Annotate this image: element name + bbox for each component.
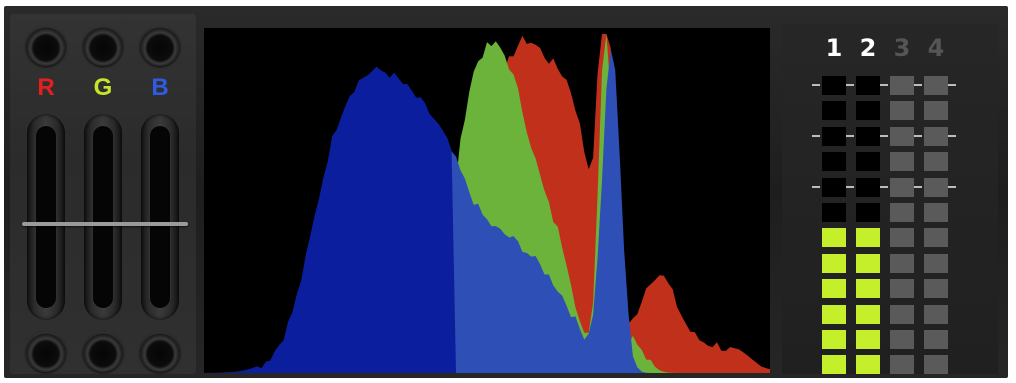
meter-cell	[924, 228, 948, 247]
meter-cell	[856, 254, 880, 273]
meter-cell	[822, 228, 846, 247]
meter-number-1[interactable]: 1	[825, 34, 843, 62]
meter-number-3[interactable]: 3	[893, 34, 911, 62]
meter-cell	[924, 254, 948, 273]
meter-cell	[822, 355, 846, 374]
histogram-svg	[204, 34, 770, 373]
meter-cell	[856, 152, 880, 171]
meter-cell	[856, 228, 880, 247]
meter-tick	[812, 186, 820, 188]
meter-cell	[822, 254, 846, 273]
meter-cell	[924, 178, 948, 197]
meter-cell	[856, 355, 880, 374]
meter-cell	[890, 254, 914, 273]
red-top-knob[interactable]	[26, 26, 66, 66]
green-histogram-area	[204, 34, 770, 373]
meter-tick	[948, 135, 956, 137]
meter-tick	[914, 84, 922, 86]
meter-tick	[880, 84, 888, 86]
meter-cell	[822, 152, 846, 171]
fader-level-line[interactable]	[22, 222, 188, 226]
meter-cell	[924, 330, 948, 349]
green-fader-slot[interactable]	[84, 114, 122, 320]
meter-cell	[890, 152, 914, 171]
meter-cell	[924, 101, 948, 120]
histogram-device: R G B 1 2 3 4	[4, 6, 1008, 378]
blue-histogram-dark-area	[204, 66, 770, 373]
meter-tick	[948, 84, 956, 86]
meter-cell	[924, 305, 948, 324]
meter-cell	[890, 203, 914, 222]
meter-tick	[846, 84, 854, 86]
meter-tick	[846, 186, 854, 188]
meter-cell	[822, 101, 846, 120]
meter-cell	[856, 76, 880, 95]
meter-cell	[924, 279, 948, 298]
meter-cell	[924, 152, 948, 171]
meter-cell	[822, 203, 846, 222]
meter-cell	[822, 330, 846, 349]
meter-cell	[890, 178, 914, 197]
meter-cell	[822, 178, 846, 197]
level-meter-panel: 1 2 3 4	[782, 24, 998, 374]
meter-cell	[890, 279, 914, 298]
meter-cell	[856, 305, 880, 324]
blue-channel-label[interactable]: B	[151, 74, 169, 101]
meter-tick	[914, 186, 922, 188]
meter-cell	[822, 279, 846, 298]
green-channel-label[interactable]: G	[93, 74, 113, 101]
meter-cell	[822, 127, 846, 146]
meter-cell	[822, 305, 846, 324]
blue-fader-slot[interactable]	[141, 114, 179, 320]
meter-cell	[924, 355, 948, 374]
meter-tick	[846, 135, 854, 137]
meter-tick	[914, 135, 922, 137]
meter-tick	[812, 84, 820, 86]
meter-cell	[822, 76, 846, 95]
meter-cell	[856, 330, 880, 349]
blue-histogram-area	[204, 49, 770, 373]
red-channel-label[interactable]: R	[37, 74, 55, 101]
meter-number-2[interactable]: 2	[859, 34, 877, 62]
blue-top-knob[interactable]	[140, 26, 180, 66]
rgb-channel-panel: R G B	[10, 14, 196, 374]
meter-cell	[924, 127, 948, 146]
blue-bottom-knob[interactable]	[140, 332, 180, 372]
meter-cell	[890, 101, 914, 120]
meter-cell	[890, 127, 914, 146]
meter-cell	[890, 355, 914, 374]
meter-tick	[880, 135, 888, 137]
green-bottom-knob[interactable]	[83, 332, 123, 372]
meter-cell	[856, 127, 880, 146]
meter-tick	[948, 186, 956, 188]
meter-cell	[856, 178, 880, 197]
meter-cell	[856, 203, 880, 222]
meter-cell	[856, 101, 880, 120]
meter-cell	[890, 76, 914, 95]
red-bottom-knob[interactable]	[26, 332, 66, 372]
rgb-histogram	[204, 28, 770, 373]
meter-cell	[924, 76, 948, 95]
green-top-knob[interactable]	[83, 26, 123, 66]
red-fader-slot[interactable]	[27, 114, 65, 320]
meter-number-4[interactable]: 4	[927, 34, 945, 62]
meter-tick	[880, 186, 888, 188]
meter-cell	[856, 279, 880, 298]
meter-cell	[924, 203, 948, 222]
meter-cell	[890, 305, 914, 324]
meter-cell	[890, 330, 914, 349]
meter-tick	[812, 135, 820, 137]
meter-cell	[890, 228, 914, 247]
